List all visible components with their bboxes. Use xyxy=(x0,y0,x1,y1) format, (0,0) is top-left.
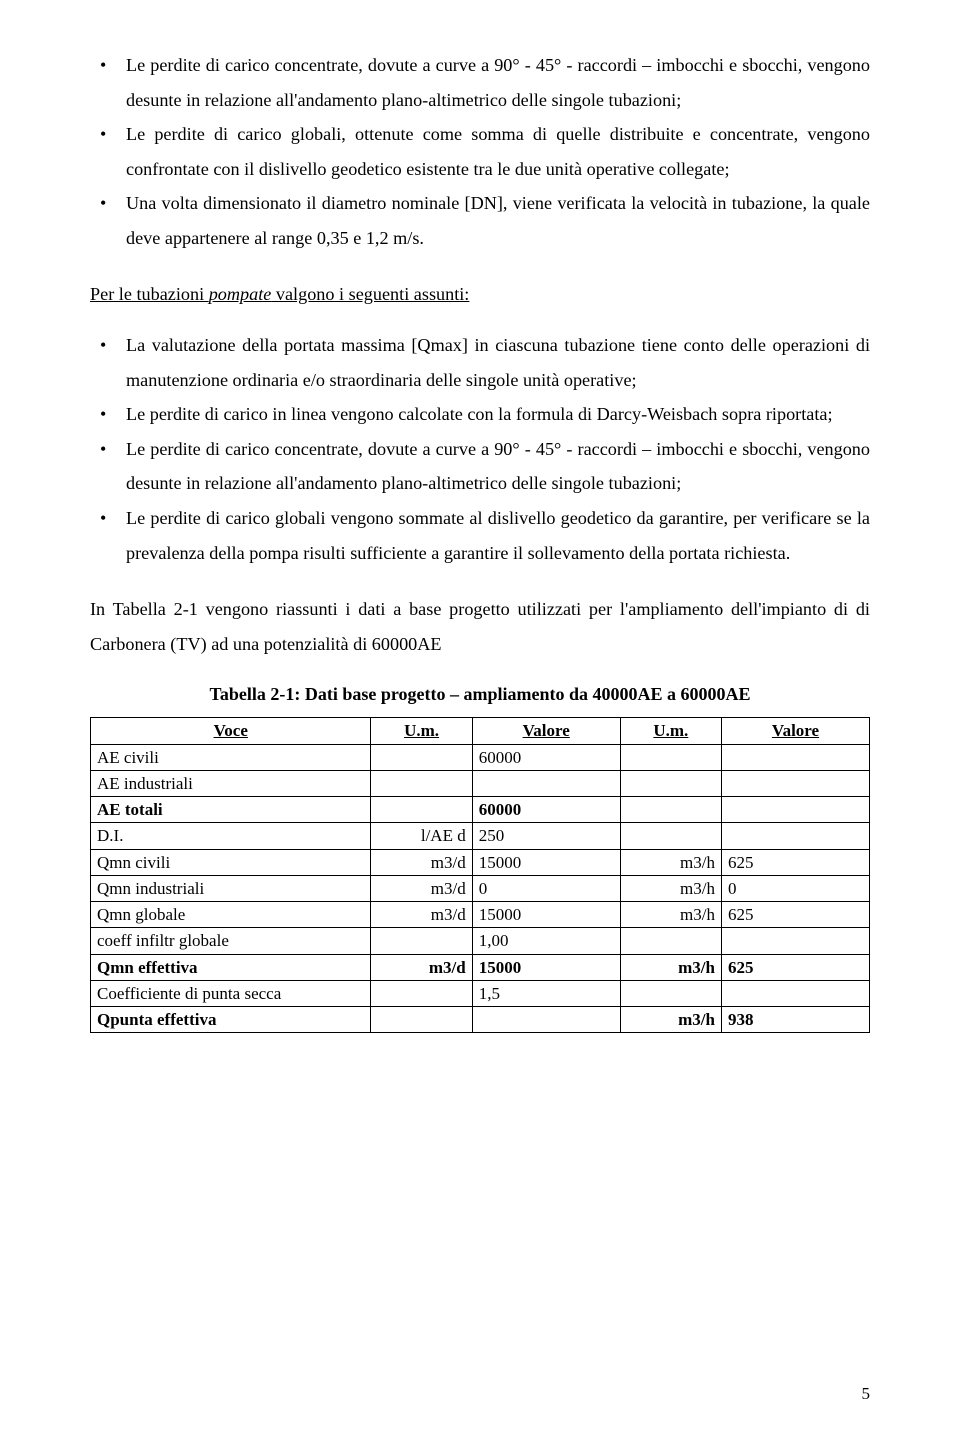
table-row: Qmn globalem3/d15000m3/h625 xyxy=(91,902,870,928)
table-cell: 15000 xyxy=(472,954,620,980)
table-cell: coeff infiltr globale xyxy=(91,928,371,954)
table-cell: 60000 xyxy=(472,797,620,823)
data-table: Voce U.m. Valore U.m. Valore AE civili 60… xyxy=(90,717,870,1033)
col-header: Valore xyxy=(721,718,869,744)
table-cell: 0 xyxy=(472,875,620,901)
table-cell xyxy=(472,770,620,796)
table-row: Coefficiente di punta secca 1,5 xyxy=(91,980,870,1006)
table-cell: Qmn civili xyxy=(91,849,371,875)
list-item: Le perdite di carico concentrate, dovute… xyxy=(90,432,870,501)
table-cell: m3/d xyxy=(371,902,472,928)
after-list-paragraph: In Tabella 2-1 vengono riassunti i dati … xyxy=(90,592,870,661)
table-cell: 60000 xyxy=(472,744,620,770)
list-item: Le perdite di carico globali vengono som… xyxy=(90,501,870,570)
table-cell: m3/h xyxy=(620,954,721,980)
table-cell: Coefficiente di punta secca xyxy=(91,980,371,1006)
list-item: Le perdite di carico concentrate, dovute… xyxy=(90,48,870,117)
list-item: La valutazione della portata massima [Qm… xyxy=(90,328,870,397)
table-cell: 250 xyxy=(472,823,620,849)
table-row: D.I.l/AE d250 xyxy=(91,823,870,849)
table-cell xyxy=(721,770,869,796)
table-cell: 625 xyxy=(721,902,869,928)
table-row: Qmn effettivam3/d15000m3/h625 xyxy=(91,954,870,980)
table-cell xyxy=(721,928,869,954)
table-cell: l/AE d xyxy=(371,823,472,849)
table-cell xyxy=(721,980,869,1006)
table-row: Qpunta effettiva m3/h938 xyxy=(91,1007,870,1033)
table-cell xyxy=(620,928,721,954)
table-cell: 1,00 xyxy=(472,928,620,954)
table-cell xyxy=(371,1007,472,1033)
table-row: AE civili 60000 xyxy=(91,744,870,770)
table-cell xyxy=(620,823,721,849)
table-row: AE industriali xyxy=(91,770,870,796)
table-cell: Qmn globale xyxy=(91,902,371,928)
table-cell xyxy=(620,744,721,770)
table-cell xyxy=(371,980,472,1006)
table-cell: Qmn effettiva xyxy=(91,954,371,980)
col-header: Valore xyxy=(472,718,620,744)
intro-suffix: valgono i seguenti assunti: xyxy=(271,284,469,304)
table-cell xyxy=(721,823,869,849)
table-cell xyxy=(371,770,472,796)
table-cell: AE industriali xyxy=(91,770,371,796)
bullet-list-a: Le perdite di carico concentrate, dovute… xyxy=(90,48,870,255)
table-cell: m3/d xyxy=(371,875,472,901)
table-cell: 625 xyxy=(721,849,869,875)
table-cell: 15000 xyxy=(472,849,620,875)
table-cell xyxy=(721,744,869,770)
intro-italic: pompate xyxy=(209,284,272,304)
list-item: Le perdite di carico in linea vengono ca… xyxy=(90,397,870,432)
table-cell: m3/h xyxy=(620,1007,721,1033)
table-cell xyxy=(371,744,472,770)
table-row: coeff infiltr globale 1,00 xyxy=(91,928,870,954)
list-item: Una volta dimensionato il diametro nomin… xyxy=(90,186,870,255)
table-cell: 0 xyxy=(721,875,869,901)
table-cell xyxy=(721,797,869,823)
table-caption: Tabella 2-1: Dati base progetto – amplia… xyxy=(90,677,870,711)
table-row: AE totali 60000 xyxy=(91,797,870,823)
list-item: Le perdite di carico globali, ottenute c… xyxy=(90,117,870,186)
table-cell xyxy=(472,1007,620,1033)
table-cell: m3/d xyxy=(371,954,472,980)
table-cell xyxy=(620,980,721,1006)
table-cell: m3/h xyxy=(620,849,721,875)
page-number: 5 xyxy=(862,1378,871,1410)
table-cell: 15000 xyxy=(472,902,620,928)
table-cell: D.I. xyxy=(91,823,371,849)
table-cell xyxy=(371,797,472,823)
bullet-list-b: La valutazione della portata massima [Qm… xyxy=(90,328,870,570)
table-body: AE civili 60000 AE industrialiAE totali 600… xyxy=(91,744,870,1033)
page: Le perdite di carico concentrate, dovute… xyxy=(0,0,960,1436)
table-cell: 625 xyxy=(721,954,869,980)
table-cell: m3/h xyxy=(620,875,721,901)
col-header: Voce xyxy=(91,718,371,744)
table-cell xyxy=(620,770,721,796)
table-cell: 938 xyxy=(721,1007,869,1033)
table-header-row: Voce U.m. Valore U.m. Valore xyxy=(91,718,870,744)
table-cell: Qmn industriali xyxy=(91,875,371,901)
table-cell: m3/d xyxy=(371,849,472,875)
col-header: U.m. xyxy=(371,718,472,744)
table-cell: m3/h xyxy=(620,902,721,928)
table-row: Qmn industrialim3/d0m3/h0 xyxy=(91,875,870,901)
table-cell xyxy=(620,797,721,823)
table-cell xyxy=(371,928,472,954)
intro-prefix: Per le tubazioni xyxy=(90,284,209,304)
col-header: U.m. xyxy=(620,718,721,744)
table-cell: AE totali xyxy=(91,797,371,823)
table-cell: Qpunta effettiva xyxy=(91,1007,371,1033)
section-intro: Per le tubazioni pompate valgono i segue… xyxy=(90,277,870,312)
table-row: Qmn civilim3/d15000m3/h625 xyxy=(91,849,870,875)
table-cell: 1,5 xyxy=(472,980,620,1006)
table-cell: AE civili xyxy=(91,744,371,770)
